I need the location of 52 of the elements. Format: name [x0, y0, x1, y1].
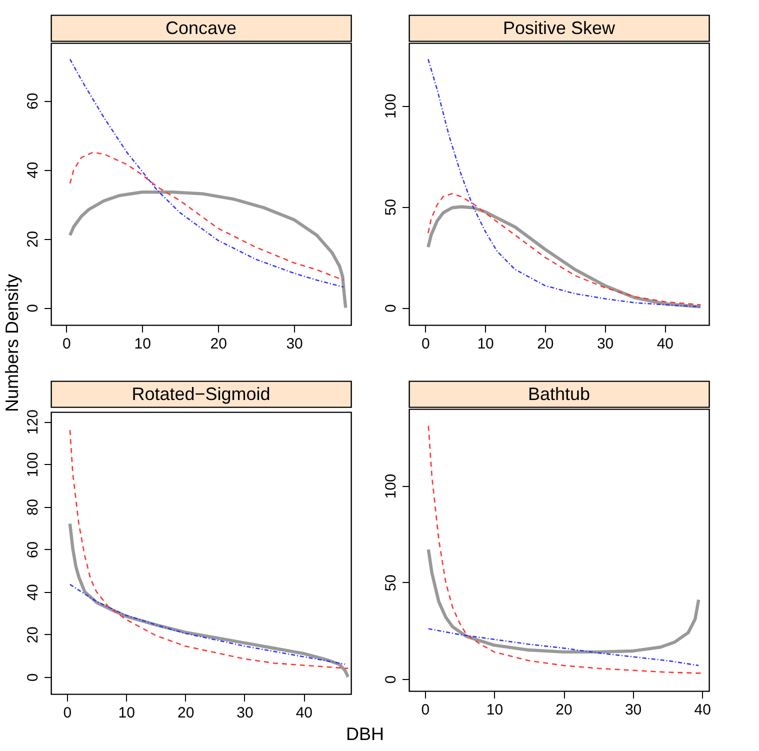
x-tick-label: 30	[286, 336, 303, 352]
chart-title: Bathtub	[528, 384, 590, 404]
x-tick-label: 20	[177, 704, 194, 722]
line-series	[428, 58, 702, 308]
y-tick-label: 0	[24, 304, 42, 312]
line-series	[68, 522, 350, 679]
x-tick-label: 0	[62, 336, 71, 352]
y-tick-label: 100	[382, 474, 400, 499]
line-series	[426, 548, 700, 654]
y-tick-label: 20	[24, 626, 42, 644]
chart-title: Concave	[165, 18, 237, 38]
y-tick-label: 40	[24, 162, 42, 179]
x-tick-label: 10	[477, 336, 494, 352]
x-tick-label: 20	[556, 702, 572, 718]
y-tick-label: 50	[382, 574, 400, 592]
line-series	[69, 58, 344, 288]
x-tick-label: 30	[596, 336, 614, 352]
y-tick-label: 80	[24, 498, 42, 516]
x-tick-label: 40	[296, 704, 313, 722]
line-series	[428, 425, 703, 674]
x-axis-title: DBH	[346, 724, 384, 744]
x-tick-label: 40	[656, 336, 674, 352]
x-tick-label: 20	[210, 336, 227, 352]
y-tick-label: 50	[382, 198, 400, 216]
y-tick-label: 20	[24, 230, 42, 248]
y-axis-title: Numbers Density	[2, 274, 22, 412]
chart-title: Positive Skew	[502, 18, 616, 38]
line-series	[68, 190, 348, 310]
x-tick-label: 30	[236, 704, 254, 722]
y-tick-label: 100	[24, 452, 42, 478]
x-tick-label: 0	[421, 702, 430, 718]
line-series	[69, 429, 349, 670]
x-tick-label: 10	[118, 704, 135, 722]
y-tick-label: 0	[24, 673, 42, 682]
x-tick-label: 40	[694, 702, 711, 718]
x-tick-label: 0	[63, 704, 72, 722]
x-tick-label: 10	[486, 702, 504, 718]
x-tick-label: 10	[134, 336, 151, 352]
x-tick-label: 30	[624, 702, 642, 718]
line-series	[428, 628, 700, 666]
y-tick-label: 0	[382, 304, 400, 312]
line-series	[69, 584, 346, 665]
x-tick-label: 0	[421, 336, 430, 352]
y-tick-label: 60	[24, 541, 42, 558]
y-tick-label: 60	[24, 92, 42, 110]
x-tick-label: 20	[537, 336, 554, 352]
y-tick-label: 40	[24, 584, 42, 601]
y-tick-label: 120	[24, 410, 42, 435]
y-tick-label: 0	[382, 675, 400, 684]
y-tick-label: 100	[382, 94, 400, 119]
chart-title: Rotated−Sigmoid	[132, 384, 270, 404]
line-series	[69, 152, 344, 281]
